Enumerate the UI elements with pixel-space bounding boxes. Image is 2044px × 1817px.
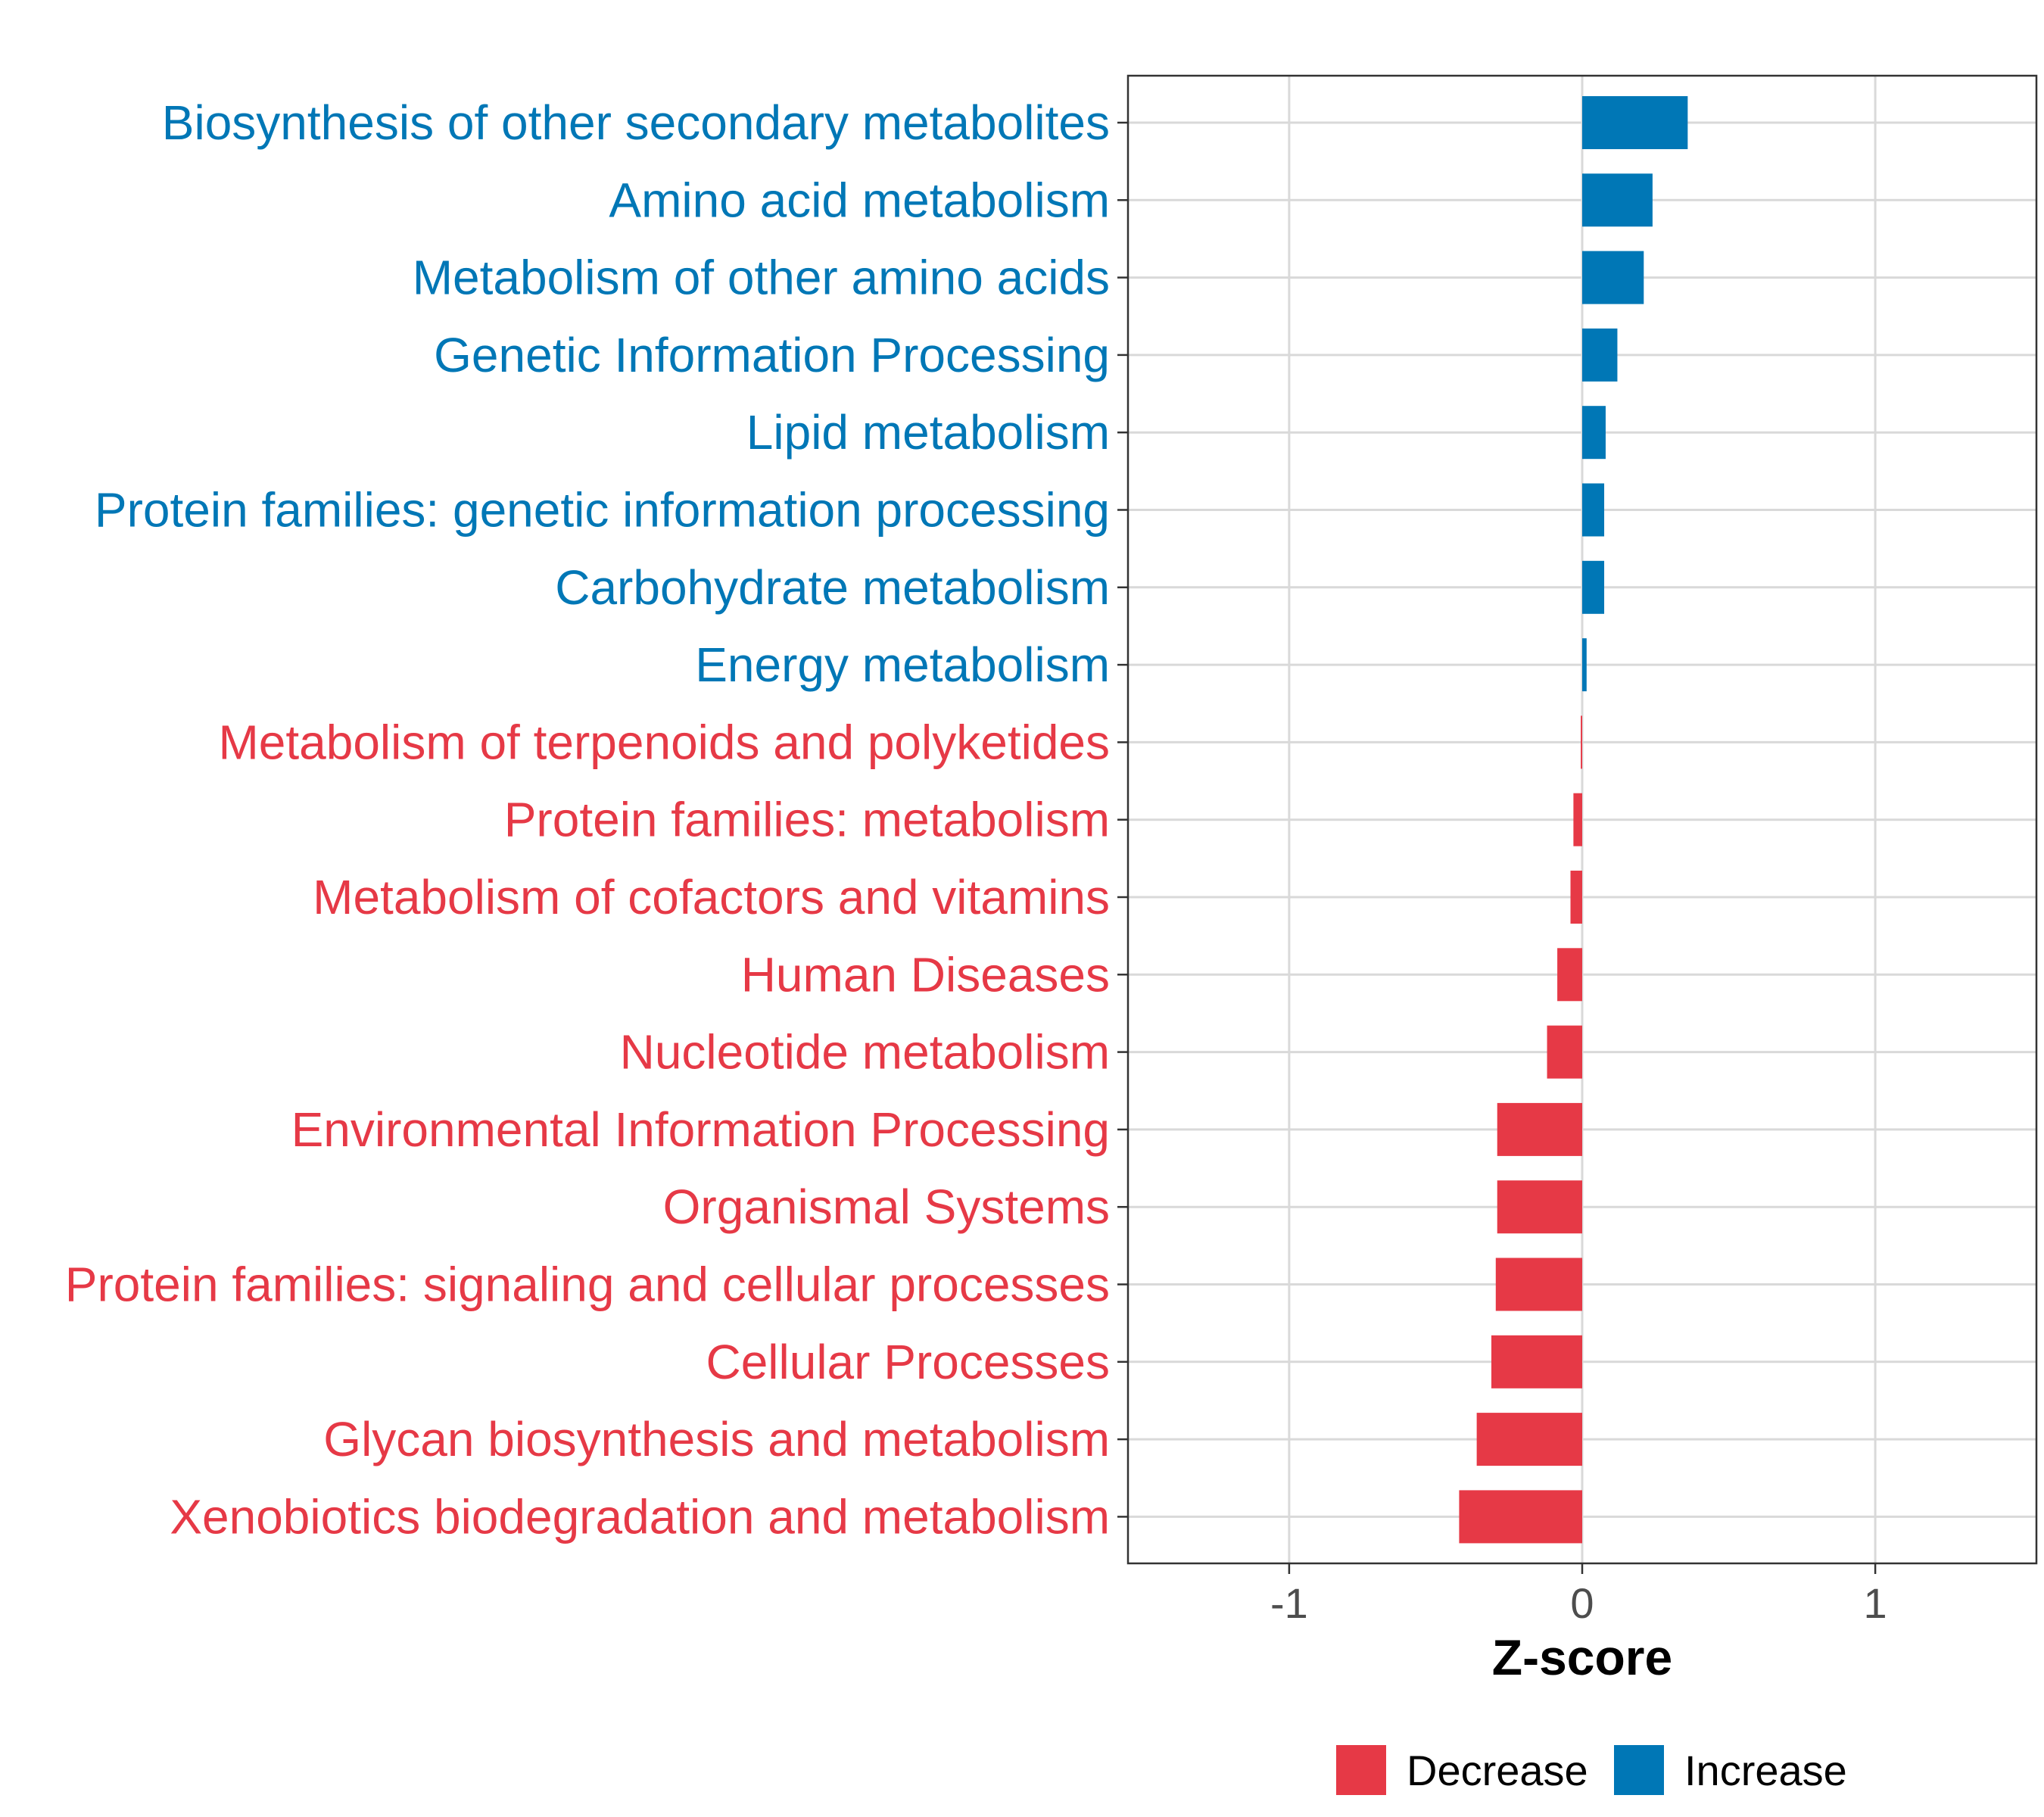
category-label: Genetic Information Processing xyxy=(434,328,1110,382)
bar xyxy=(1547,1025,1582,1079)
category-label: Glycan biosynthesis and metabolism xyxy=(323,1412,1110,1466)
category-label: Lipid metabolism xyxy=(746,405,1110,460)
category-label: Environmental Information Processing xyxy=(291,1102,1110,1157)
category-label: Protein families: metabolism xyxy=(504,793,1110,847)
legend-key xyxy=(1614,1745,1664,1795)
x-axis-labels: -1 0 1 xyxy=(1270,1579,1887,1627)
bars xyxy=(1459,96,1688,1544)
bar xyxy=(1582,251,1644,304)
category-label: Cellular Processes xyxy=(706,1335,1110,1389)
category-label: Amino acid metabolism xyxy=(609,173,1110,227)
category-label: Xenobiotics biodegradation and metabolis… xyxy=(170,1489,1110,1544)
y-axis-ticks xyxy=(1117,121,1128,1518)
bar xyxy=(1476,1413,1582,1466)
category-label: Biosynthesis of other secondary metaboli… xyxy=(162,95,1110,150)
legend-label: Decrease xyxy=(1407,1747,1588,1794)
category-label: Human Diseases xyxy=(741,947,1110,1002)
x-axis-title: Z-score xyxy=(1492,1629,1672,1685)
bar xyxy=(1557,948,1582,1002)
category-label: Protein families: signaling and cellular… xyxy=(65,1258,1110,1312)
category-label: Energy metabolism xyxy=(695,637,1110,692)
bar xyxy=(1570,871,1582,924)
x-tick-label: 1 xyxy=(1864,1579,1887,1627)
bar xyxy=(1573,793,1582,846)
bar xyxy=(1582,173,1653,227)
category-label: Protein families: genetic information pr… xyxy=(95,483,1110,538)
legend-label: Increase xyxy=(1684,1747,1847,1794)
bar xyxy=(1491,1335,1582,1388)
x-axis-ticks xyxy=(1288,1563,1877,1574)
bar xyxy=(1582,483,1605,537)
category-label: Carbohydrate metabolism xyxy=(555,560,1110,615)
bar xyxy=(1582,96,1688,149)
category-label: Nucleotide metabolism xyxy=(620,1025,1110,1080)
x-tick-label: 0 xyxy=(1570,1579,1594,1627)
bar xyxy=(1495,1258,1582,1311)
legend-key xyxy=(1336,1745,1386,1795)
y-axis-labels: Biosynthesis of other secondary metaboli… xyxy=(65,95,1110,1544)
bar xyxy=(1497,1102,1582,1156)
category-label: Metabolism of terpenoids and polyketides xyxy=(218,715,1110,769)
legend: Decrease Increase xyxy=(1336,1745,1847,1795)
bar xyxy=(1582,560,1605,614)
bar xyxy=(1582,638,1587,692)
category-label: Metabolism of other amino acids xyxy=(413,251,1110,305)
category-label: Organismal Systems xyxy=(663,1180,1110,1234)
bar xyxy=(1582,328,1618,382)
bar xyxy=(1581,715,1582,769)
category-label: Metabolism of cofactors and vitamins xyxy=(313,870,1110,924)
bar xyxy=(1459,1490,1582,1544)
bar xyxy=(1497,1180,1582,1234)
x-tick-label: -1 xyxy=(1270,1579,1308,1627)
bar xyxy=(1582,406,1606,460)
